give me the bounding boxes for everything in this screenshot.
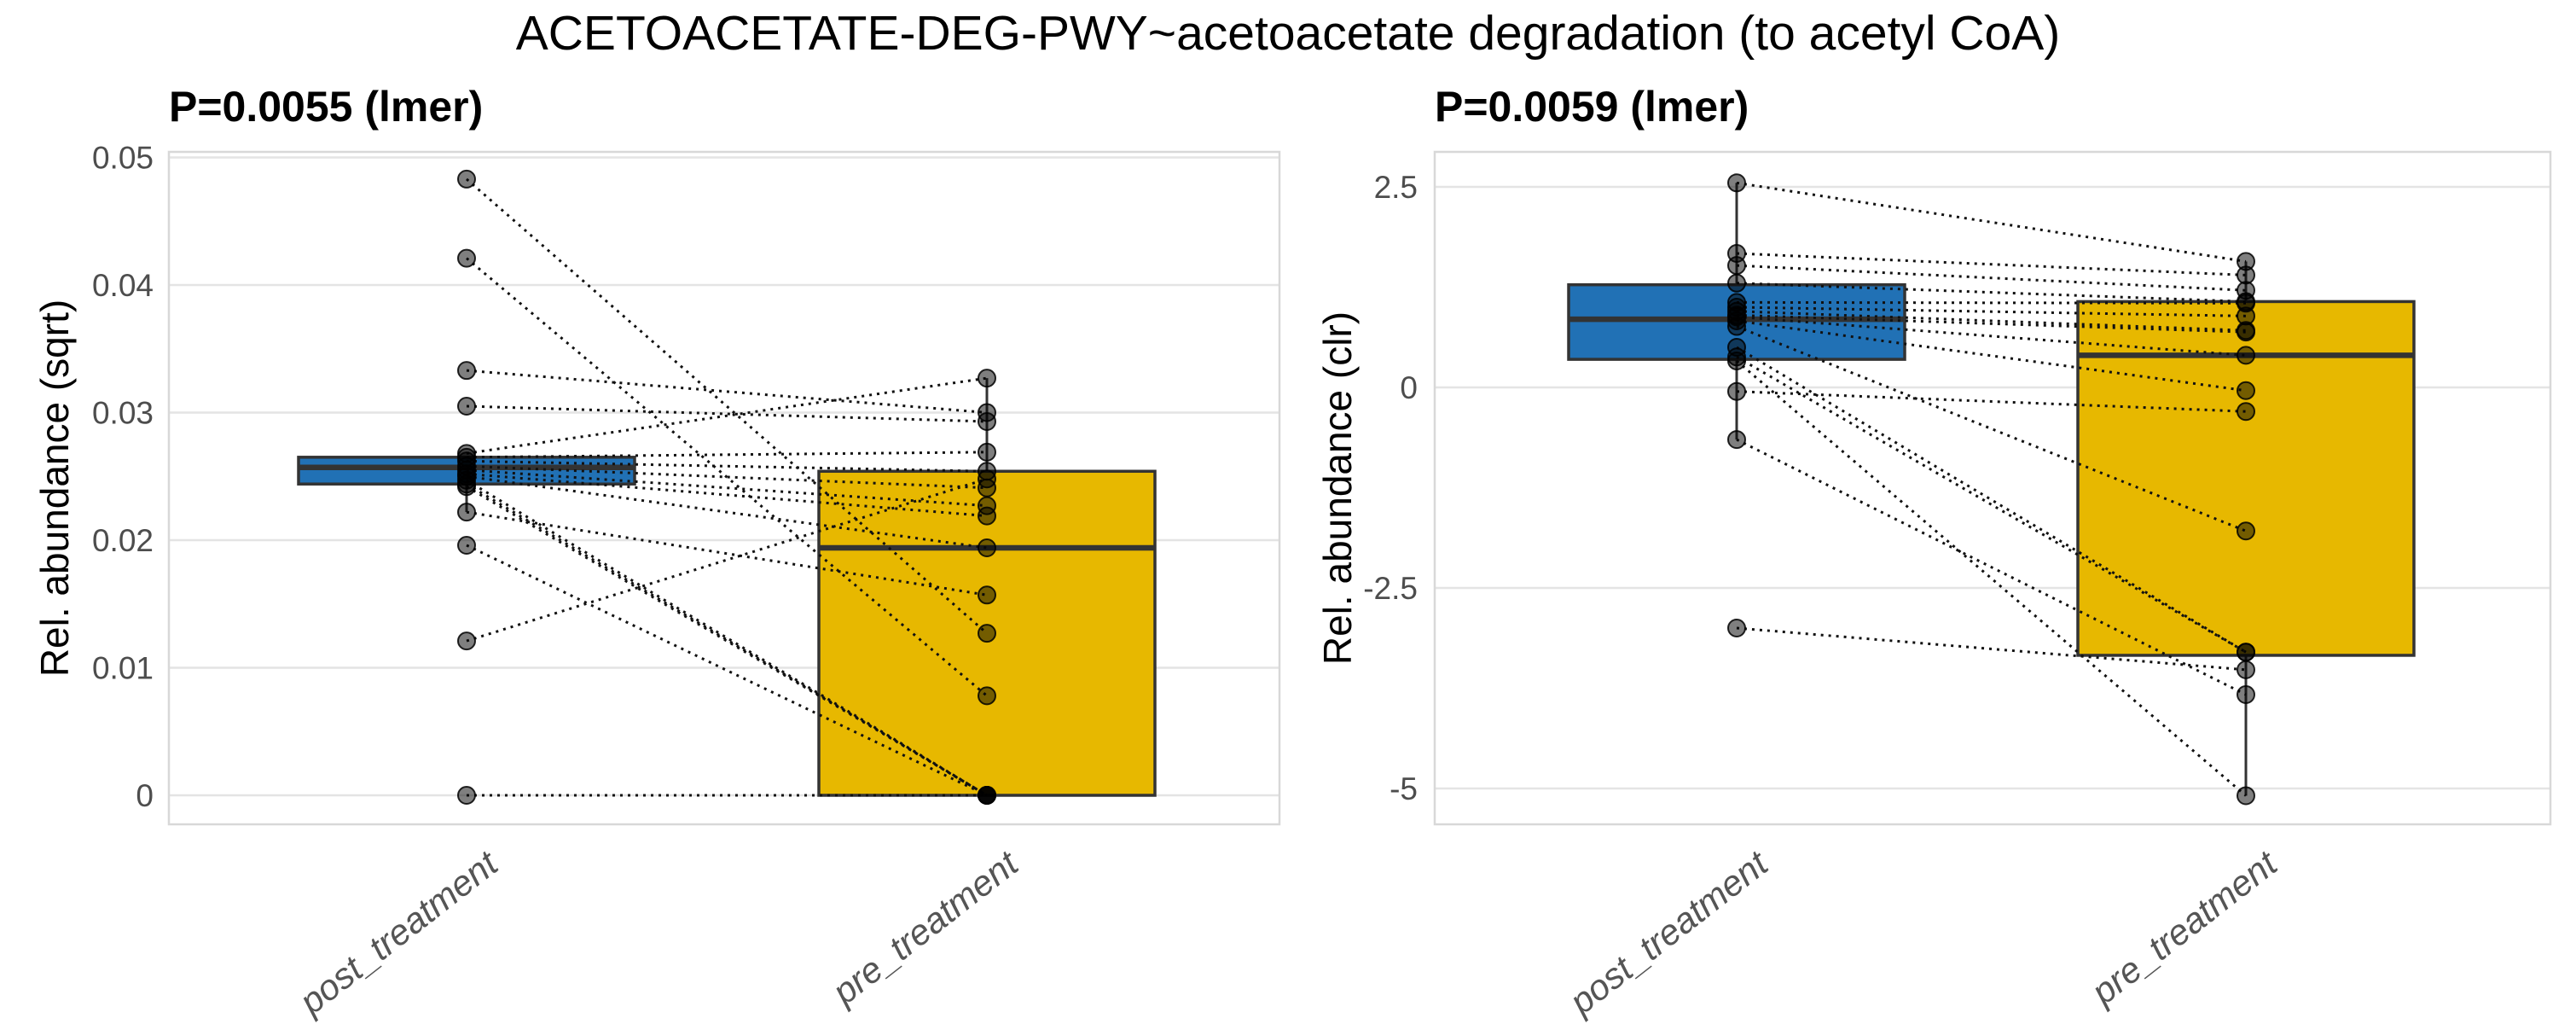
data-point xyxy=(1727,317,1746,336)
paired-line xyxy=(1736,626,2247,672)
paired-line xyxy=(466,451,988,459)
paired-line xyxy=(1736,355,2247,654)
paired-line xyxy=(1736,264,2247,292)
data-point xyxy=(457,361,476,381)
y-tick-label: 0.04 xyxy=(92,268,154,303)
data-point xyxy=(1727,173,1746,193)
data-point xyxy=(2237,660,2255,679)
data-point xyxy=(978,369,996,388)
y-tick-label: 0 xyxy=(136,778,154,813)
data-point xyxy=(978,506,996,526)
paired-line xyxy=(1736,310,2247,332)
data-point xyxy=(2237,402,2255,422)
y-tick-label: 0 xyxy=(1400,370,1418,405)
data-point xyxy=(457,397,476,416)
paired-line xyxy=(466,477,988,643)
data-point xyxy=(2237,521,2255,541)
paired-line xyxy=(1736,181,2247,263)
y-tick-label: 0.03 xyxy=(92,396,154,431)
panel-border xyxy=(1433,150,2552,826)
paired-line xyxy=(466,369,988,414)
paired-line xyxy=(1736,438,2247,696)
paired-line xyxy=(466,459,988,473)
data-point xyxy=(1727,351,1746,370)
paired-line xyxy=(1736,282,2247,303)
left-panel-subtitle: P=0.0055 (lmer) xyxy=(169,83,484,131)
data-point xyxy=(2237,323,2255,342)
data-point xyxy=(457,786,476,805)
panel-border xyxy=(167,150,1281,826)
data-point xyxy=(978,686,996,706)
data-point xyxy=(2237,786,2255,806)
data-point xyxy=(457,248,476,268)
y-tick-label: 0.02 xyxy=(92,523,154,558)
data-point xyxy=(1727,256,1746,276)
left-y-axis-title: Rel. abundance (sqrt) xyxy=(32,299,77,678)
data-point xyxy=(457,631,476,651)
paired-line xyxy=(466,474,988,550)
paired-line xyxy=(1736,313,2247,334)
paired-line xyxy=(466,464,988,490)
paired-line xyxy=(466,472,988,518)
paired-line xyxy=(466,468,988,508)
data-point xyxy=(1727,619,1746,637)
paired-line xyxy=(1736,390,2247,413)
paired-line xyxy=(466,404,988,423)
paired-line xyxy=(466,482,988,797)
paired-line xyxy=(1736,315,2247,357)
data-point xyxy=(457,503,476,522)
y-tick-label: 0.01 xyxy=(92,651,154,686)
data-point xyxy=(1727,430,1746,450)
paired-line xyxy=(1736,300,2247,305)
paired-line xyxy=(466,376,988,455)
y-tick-label: -2.5 xyxy=(1363,571,1418,606)
data-point xyxy=(978,411,996,431)
data-point xyxy=(978,442,996,462)
paired-line xyxy=(466,479,988,797)
paired-line xyxy=(466,257,988,697)
data-point xyxy=(978,624,996,643)
data-point xyxy=(2237,346,2255,365)
y-tick-label: -5 xyxy=(1390,771,1418,806)
data-point xyxy=(1727,273,1746,293)
paired-line xyxy=(1736,305,2247,317)
y-tick-label: 0.05 xyxy=(92,141,154,176)
data-point xyxy=(978,469,996,489)
right-panel-subtitle: P=0.0059 (lmer) xyxy=(1435,83,1749,131)
paired-line xyxy=(1736,319,2247,393)
right-y-axis-title: Rel. abundance (clr) xyxy=(1315,311,1360,666)
data-point xyxy=(457,477,476,497)
data-point xyxy=(457,169,476,189)
data-point xyxy=(1727,381,1746,401)
data-point xyxy=(978,585,996,605)
data-point xyxy=(457,535,476,555)
data-point xyxy=(2237,685,2255,705)
data-point xyxy=(2237,381,2255,400)
paired-line xyxy=(1736,252,2247,276)
figure-title: ACETOACETATE-DEG-PWY~acetoacetate degrad… xyxy=(515,6,2061,61)
data-point xyxy=(978,786,996,805)
paired-line xyxy=(466,510,988,596)
paired-line xyxy=(466,485,988,797)
y-tick-label: 2.5 xyxy=(1374,170,1418,205)
data-point xyxy=(2237,643,2255,662)
data-point xyxy=(978,538,996,557)
